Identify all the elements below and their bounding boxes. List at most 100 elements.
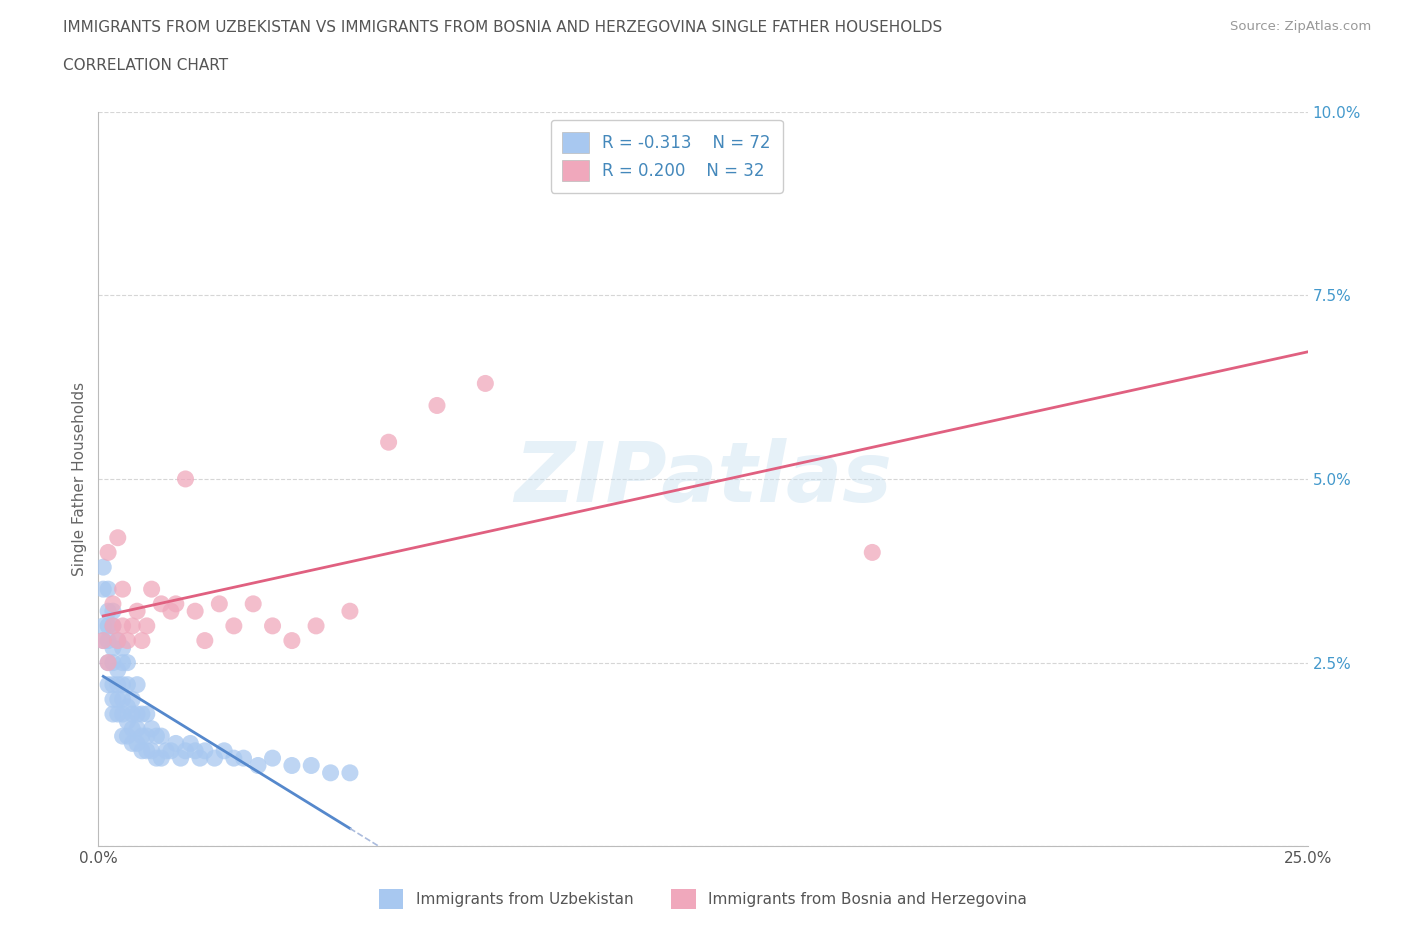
Point (305, 618, 328, 633)
Point (377, 435, 399, 450)
Point (208, 596, 231, 611)
Point (101, 618, 124, 633)
Point (107, 707, 129, 722)
Point (101, 618, 124, 633)
Point (127, 677, 149, 692)
Point (131, 707, 153, 722)
Point (97, 677, 120, 692)
Point (117, 714, 139, 729)
Point (91, 633, 114, 648)
Point (135, 729, 157, 744)
Point (121, 707, 143, 722)
Point (160, 743, 183, 758)
Point (101, 692, 124, 707)
Legend: R = -0.313    N = 72, R = 0.200    N = 32: R = -0.313 N = 72, R = 0.200 N = 32 (551, 120, 783, 193)
Text: CORRELATION CHART: CORRELATION CHART (63, 58, 228, 73)
Point (97, 582, 120, 597)
Point (111, 641, 134, 656)
Point (212, 743, 235, 758)
Point (262, 751, 284, 765)
Point (101, 677, 124, 692)
Point (150, 596, 173, 611)
Point (91, 560, 114, 575)
Text: Source: ZipAtlas.com: Source: ZipAtlas.com (1230, 20, 1371, 33)
Point (131, 743, 153, 758)
Point (339, 765, 361, 780)
Point (165, 736, 187, 751)
Point (127, 722, 149, 737)
Point (188, 751, 211, 765)
Point (107, 633, 129, 648)
Point (184, 743, 207, 758)
Point (127, 604, 149, 618)
Point (91, 633, 114, 648)
Point (111, 692, 134, 707)
Point (101, 596, 124, 611)
Point (101, 641, 124, 656)
Point (141, 743, 163, 758)
Point (145, 729, 167, 744)
Point (107, 530, 129, 545)
Point (101, 604, 124, 618)
Point (121, 736, 143, 751)
Point (174, 472, 197, 486)
Point (150, 729, 173, 744)
Y-axis label: Single Father Households: Single Father Households (72, 382, 87, 576)
Point (281, 633, 304, 648)
Point (242, 596, 264, 611)
Point (111, 729, 134, 744)
Point (97, 618, 120, 633)
Point (319, 765, 342, 780)
Point (247, 758, 270, 773)
Point (107, 692, 129, 707)
Point (299, 758, 322, 773)
Point (426, 398, 449, 413)
Point (135, 743, 157, 758)
Point (127, 707, 149, 722)
Point (169, 751, 191, 765)
Point (194, 743, 217, 758)
Point (91, 582, 114, 597)
Point (111, 707, 134, 722)
Point (194, 633, 217, 648)
Point (107, 677, 129, 692)
Point (111, 677, 134, 692)
Point (121, 692, 143, 707)
Point (117, 655, 139, 670)
Point (117, 729, 139, 744)
Point (204, 751, 226, 765)
Point (121, 618, 143, 633)
Point (474, 376, 496, 391)
Point (141, 722, 163, 737)
Point (232, 751, 254, 765)
Point (97, 655, 120, 670)
Point (121, 722, 143, 737)
Text: ZIPatlas: ZIPatlas (515, 438, 891, 520)
Point (135, 618, 157, 633)
Point (860, 545, 883, 560)
Point (131, 729, 153, 744)
Point (165, 596, 187, 611)
Point (141, 582, 163, 597)
Point (107, 662, 129, 677)
Point (111, 618, 134, 633)
Point (145, 751, 167, 765)
Point (117, 633, 139, 648)
Point (174, 743, 197, 758)
Point (184, 604, 207, 618)
Point (339, 604, 361, 618)
Point (97, 633, 120, 648)
Point (127, 736, 149, 751)
Point (222, 751, 245, 765)
Point (262, 618, 284, 633)
Point (91, 618, 114, 633)
Point (222, 618, 245, 633)
Point (131, 633, 153, 648)
Point (150, 751, 173, 765)
Point (160, 604, 183, 618)
Point (111, 582, 134, 597)
Point (111, 655, 134, 670)
Point (179, 736, 201, 751)
Point (135, 707, 157, 722)
Text: IMMIGRANTS FROM UZBEKISTAN VS IMMIGRANTS FROM BOSNIA AND HERZEGOVINA SINGLE FATH: IMMIGRANTS FROM UZBEKISTAN VS IMMIGRANTS… (63, 20, 942, 35)
